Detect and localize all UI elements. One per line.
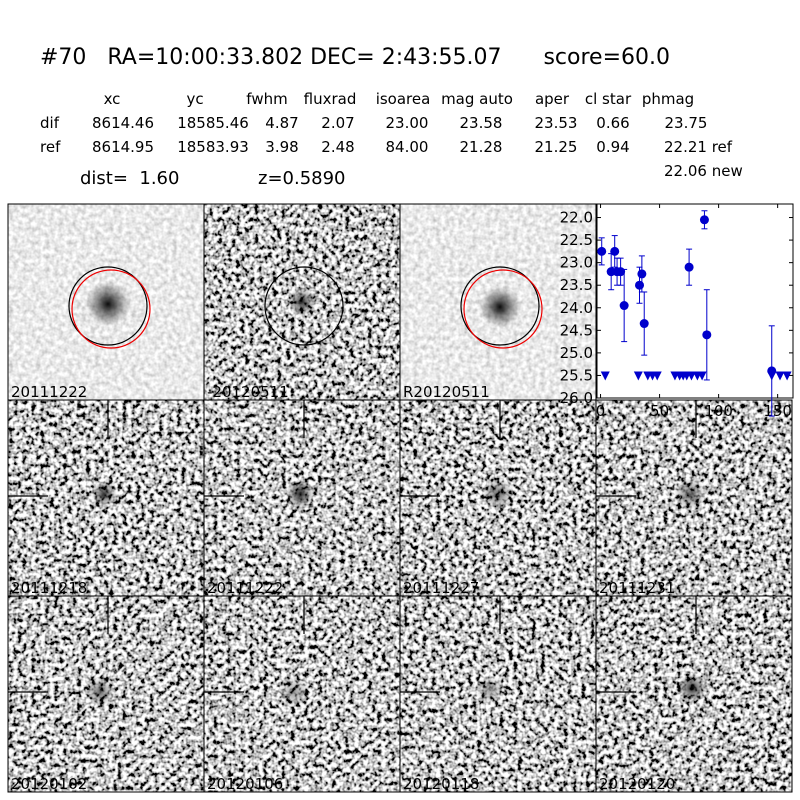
table-cell: 0.66 (596, 114, 629, 132)
stamp-label: 20120102 (11, 775, 87, 793)
y-tick-label: 25.0 (560, 344, 593, 362)
y-tick-label: 22.5 (560, 231, 593, 249)
source (91, 481, 117, 507)
source (674, 478, 706, 510)
column-header: yc (186, 90, 203, 108)
table-cell: 21.28 (460, 138, 503, 156)
table-cell: 21.25 (535, 138, 578, 156)
upper-limit (775, 371, 785, 381)
source (85, 281, 131, 327)
y-tick-label: 24.5 (560, 321, 593, 339)
source (287, 287, 317, 317)
table-cell: 2.07 (321, 114, 354, 132)
stamp-border (595, 595, 793, 793)
plot-area (596, 203, 794, 399)
detection (702, 330, 712, 340)
aperture-ref (71, 269, 151, 349)
x-tick-label: 50 (650, 402, 669, 420)
table-cell: 8614.95 (92, 138, 154, 156)
source (85, 677, 115, 707)
column-header: isoarea (376, 90, 431, 108)
y-tick-label: 23.0 (560, 254, 593, 272)
table-cell: 8614.46 (92, 114, 154, 132)
table-cell: 23.53 (535, 114, 578, 132)
table-cell: 2.48 (321, 138, 354, 156)
upper-limit (600, 371, 610, 381)
aperture (460, 266, 540, 346)
table-cell: 3.98 (265, 138, 298, 156)
stamp-label: 20111231 (599, 579, 675, 597)
detection (619, 301, 629, 311)
source (475, 675, 505, 705)
upper-limit (767, 371, 777, 381)
phmag-new: 22.06 new (664, 162, 743, 180)
table-cell: 0.94 (596, 138, 629, 156)
title: #70 RA=10:00:33.802 DEC= 2:43:55.07 scor… (40, 45, 670, 70)
table-cell: 18585.46 (177, 114, 249, 132)
table-cell: 4.87 (265, 114, 298, 132)
detection (684, 262, 694, 272)
source (677, 673, 707, 703)
x-tick-label: 100 (704, 402, 733, 420)
stamp-label: R20120511 (403, 383, 490, 401)
column-header: fwhm (246, 90, 287, 108)
upper-limit (697, 371, 707, 381)
dist: dist= 1.60 (80, 168, 179, 189)
upper-limit (633, 371, 643, 381)
table-cell: 23.58 (460, 114, 503, 132)
upper-limit (686, 371, 696, 381)
detection (699, 215, 709, 225)
column-header: fluxrad (304, 90, 357, 108)
stamp-label: 20120120 (599, 775, 675, 793)
y-tick-label: 23.5 (560, 276, 593, 294)
source (482, 478, 514, 510)
stamp-label: 20120106 (207, 775, 283, 793)
detection (610, 246, 620, 256)
stamp-label: 20111222 (11, 383, 87, 401)
stamp-label: 20111222 (207, 579, 283, 597)
table-cell: 23.00 (386, 114, 429, 132)
x-tick-label: 0 (596, 402, 606, 420)
y-tick-label: 22.0 (560, 209, 593, 227)
column-header: xc (104, 90, 121, 108)
redshift: z=0.5890 (258, 168, 346, 189)
aperture (68, 266, 148, 346)
source (479, 286, 521, 328)
y-tick-label: 24.0 (560, 299, 593, 317)
upper-limit (652, 371, 662, 381)
stamp-label: 20111218 (11, 579, 87, 597)
detection (637, 269, 647, 279)
detection (597, 246, 607, 256)
table-cell: 84.00 (386, 138, 429, 156)
detection (639, 319, 649, 329)
source (285, 479, 315, 509)
column-header: phmag (642, 90, 694, 108)
aperture-ref (463, 269, 543, 349)
upper-limit (782, 371, 792, 381)
x-tick-label: 150 (763, 402, 792, 420)
y-tick-label: 25.5 (560, 366, 593, 384)
stamp-label: 20120118 (403, 775, 479, 793)
source (278, 676, 310, 708)
table-cell: 22.21 ref (664, 138, 733, 156)
table-cell: 23.75 (665, 114, 708, 132)
row-label: ref (40, 138, 61, 156)
column-header: aper (535, 90, 570, 108)
column-header: mag auto (441, 90, 513, 108)
column-header: cl star (585, 90, 632, 108)
table-cell: 18583.93 (177, 138, 249, 156)
stamp-label: 20111227 (403, 579, 479, 597)
stamp-label: -20120511 (207, 383, 289, 401)
detection (635, 280, 645, 290)
row-label: dif (40, 114, 60, 132)
y-tick-label: 26.0 (560, 389, 593, 407)
aperture (264, 266, 344, 346)
